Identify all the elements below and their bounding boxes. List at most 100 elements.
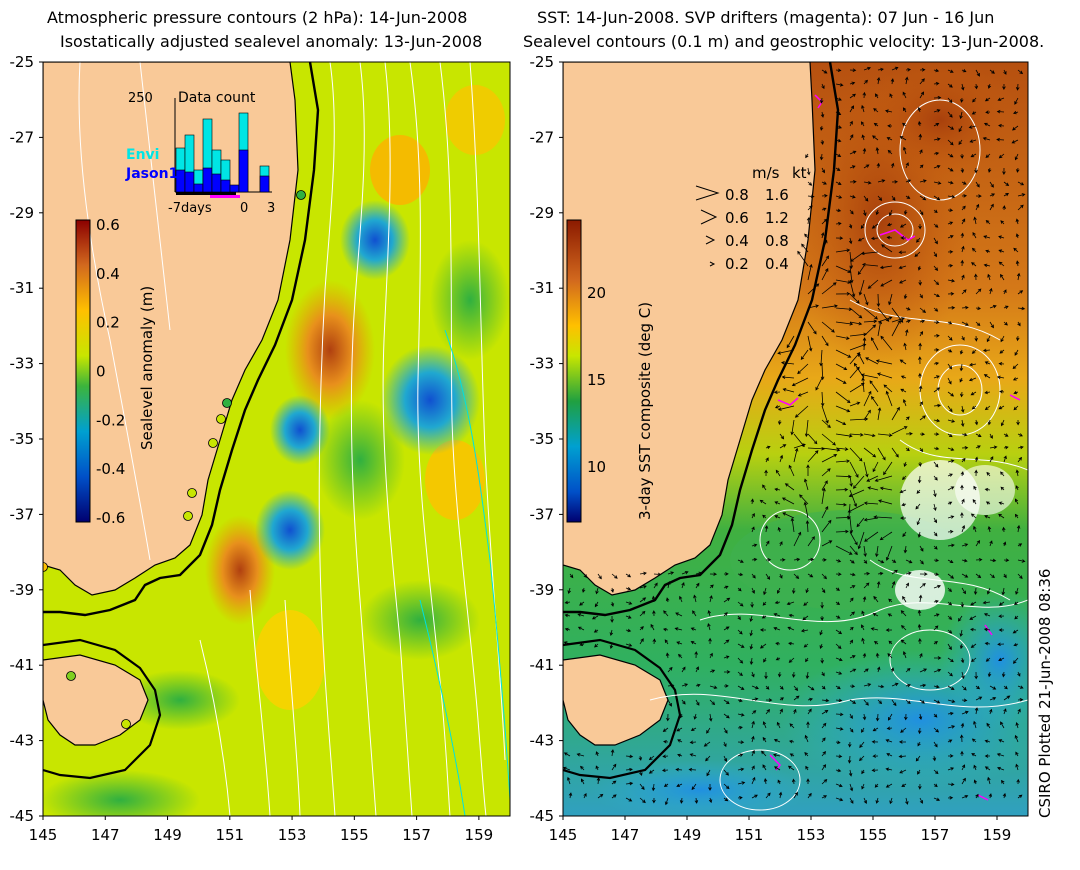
velocity-arrow <box>667 666 673 673</box>
velocity-arrow <box>765 457 769 463</box>
velocity-arrow <box>835 740 841 745</box>
velocity-arrow <box>982 137 991 141</box>
velocity-arrow <box>563 752 571 757</box>
velocity-arrow <box>933 320 940 324</box>
velocity-arrow <box>1003 708 1007 715</box>
velocity-arrow <box>900 610 907 617</box>
velocity-arrow <box>849 81 856 85</box>
velocity-arrow <box>793 708 797 715</box>
velocity-arrow <box>849 209 854 215</box>
velocity-arrow <box>674 627 683 631</box>
velocity-arrow <box>787 765 795 771</box>
velocity-arrow <box>883 461 893 476</box>
velocity-arrow <box>889 93 893 99</box>
longitude-label: 153 <box>797 826 826 844</box>
velocity-arrow <box>974 469 978 477</box>
sst-colorbar-tick: 15 <box>587 371 606 389</box>
velocity-arrow <box>849 321 863 326</box>
velocity-arrow <box>1017 69 1024 75</box>
velocity-arrow <box>904 329 909 337</box>
velocity-arrow <box>793 685 799 692</box>
velocity-arrow <box>989 558 997 563</box>
velocity-arrow <box>652 638 657 645</box>
velocity-arrow <box>849 293 860 304</box>
velocity-arrow <box>899 279 907 284</box>
velocity-arrow <box>961 587 966 595</box>
velocity-arrow <box>847 755 852 764</box>
velocity-arrow <box>875 797 879 804</box>
velocity-arrow <box>961 764 966 771</box>
velocity-arrow <box>918 342 922 351</box>
velocity-arrow <box>625 643 633 647</box>
velocity-arrow <box>820 391 825 407</box>
inset-legend-jason1: Jason1 <box>126 166 179 182</box>
velocity-arrow <box>918 594 923 603</box>
velocity-arrow <box>983 613 991 617</box>
velocity-arrow <box>933 461 939 468</box>
velocity-arrow <box>933 95 942 100</box>
velocity-arrow <box>821 167 825 174</box>
velocity-arrow <box>919 572 928 576</box>
velocity-arrow <box>863 699 869 706</box>
velocity-arrow <box>835 419 847 425</box>
velocity-arrow <box>905 582 909 589</box>
velocity-arrow <box>835 111 842 115</box>
velocity-arrow <box>1000 471 1005 477</box>
geostrophic-velocity-arrows <box>563 66 1026 806</box>
velocity-arrow <box>1012 629 1019 634</box>
velocity-arrow <box>959 629 963 637</box>
velocity-arrow <box>984 766 991 771</box>
velocity-arrow <box>610 615 614 623</box>
velocity-arrow <box>749 657 754 666</box>
velocity-arrow <box>821 207 827 211</box>
velocity-arrow <box>821 671 825 677</box>
velocity-arrow <box>849 559 855 564</box>
velocity-arrow <box>984 487 991 492</box>
velocity-arrow <box>1017 181 1025 186</box>
velocity-arrow <box>905 667 911 673</box>
velocity-arrow <box>998 123 1005 128</box>
velocity-arrow <box>1017 573 1023 579</box>
velocity-arrow <box>860 251 879 256</box>
velocity-arrow <box>1015 83 1020 91</box>
velocity-arrow <box>1016 167 1020 173</box>
velocity-arrow <box>695 683 701 688</box>
velocity-arrow <box>971 657 977 663</box>
velocity-arrow <box>807 335 813 352</box>
velocity-arrow <box>974 168 978 174</box>
velocity-arrow <box>905 307 911 311</box>
velocity-arrow <box>985 501 991 505</box>
velocity-arrow <box>885 767 893 772</box>
velocity-arrow <box>775 641 781 646</box>
velocity-arrow <box>987 671 992 678</box>
velocity-arrow <box>662 727 669 733</box>
velocity-arrow <box>861 624 865 631</box>
velocity-arrow <box>961 321 969 326</box>
longitude-label: 157 <box>921 826 950 844</box>
velocity-arrow <box>890 667 895 673</box>
velocity-arrow <box>971 349 977 354</box>
velocity-arrow <box>652 797 656 804</box>
velocity-arrow <box>933 403 942 408</box>
velocity-arrow <box>625 615 632 619</box>
velocity-arrow <box>595 765 599 771</box>
velocity-arrow <box>863 307 878 320</box>
velocity-arrow <box>1017 543 1023 547</box>
velocity-arrow <box>987 273 991 281</box>
velocity-legend-row-ms: 0.4 <box>725 232 749 250</box>
velocity-arrow <box>997 642 1005 647</box>
velocity-arrow <box>567 587 571 595</box>
velocity-arrow <box>947 111 953 118</box>
velocity-arrow <box>679 595 683 603</box>
velocity-arrow <box>975 306 982 311</box>
velocity-arrow <box>821 304 838 309</box>
velocity-arrow <box>975 540 981 547</box>
velocity-arrow <box>793 573 800 579</box>
velocity-arrow <box>877 195 883 201</box>
velocity-arrow <box>961 558 968 563</box>
velocity-arrow <box>877 699 883 705</box>
velocity-arrow <box>860 121 865 127</box>
velocity-arrow <box>667 571 675 575</box>
velocity-arrow <box>863 797 867 804</box>
velocity-arrow <box>1017 204 1024 211</box>
